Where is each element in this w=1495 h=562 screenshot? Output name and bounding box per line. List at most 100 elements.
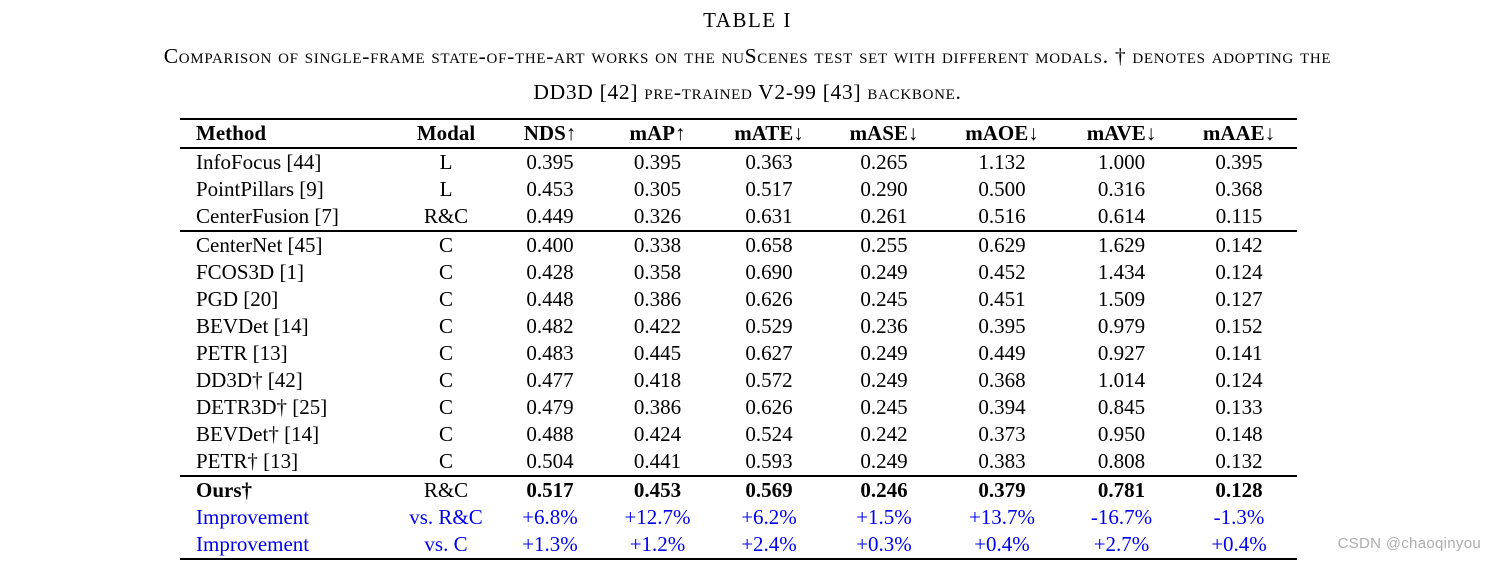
method-cell: CenterNet [45]: [180, 230, 395, 259]
value-cell: 0.448: [526, 287, 574, 311]
method-cell: InfoFocus [44]: [196, 150, 322, 174]
value-cell: 0.449: [526, 204, 574, 228]
value-cell: 0.631: [745, 204, 793, 228]
value-cell: 0.477: [526, 368, 574, 392]
method-cell: Ours†: [180, 475, 395, 504]
table-row: Improvement vs. R&C +6.8% +12.7% +6.2% +1.5% +…: [180, 504, 1297, 531]
value-cell: 0.124: [1215, 368, 1263, 392]
value-cell: 0.242: [860, 422, 908, 446]
value-cell: 0.124: [1215, 260, 1263, 284]
value-cell: 0.479: [526, 395, 574, 419]
header-row: Method Modal NDS↑ mAP↑ mATE↓ mASE↓ mAOE↓ mAVE↓ m…: [180, 119, 1297, 149]
value-cell: 0.395: [1215, 150, 1263, 174]
value-cell: 0.379: [942, 475, 1062, 504]
value-cell: L: [439, 150, 453, 174]
value-cell: 0.249: [860, 449, 908, 473]
table-label: TABLE I: [703, 8, 792, 32]
table-row: CenterFusion [7] R&C 0.449 0.326 0.631 0.261 0…: [180, 203, 1297, 231]
value-cell: C: [438, 368, 453, 392]
value-cell: 0.127: [1215, 287, 1263, 311]
table-group: CenterNet [45] C 0.400 0.338 0.658 0.255 0.629…: [180, 230, 1297, 476]
value-cell: 0.445: [633, 341, 682, 365]
value-cell: 0.517: [745, 177, 793, 201]
table-row: BEVDet† [14] C 0.488 0.424 0.524 0.242 0.373 0.…: [180, 421, 1297, 448]
method-cell: PETR† [13]: [196, 449, 299, 473]
value-cell: R&C: [395, 475, 497, 504]
column-header: mAP↑: [603, 119, 712, 149]
method-cell: PGD [20]: [196, 287, 279, 311]
value-cell: 0.128: [1181, 475, 1297, 504]
value-cell: 0.316: [1097, 177, 1146, 201]
method-cell: DD3D† [42]: [196, 368, 303, 392]
value-cell: 0.418: [633, 368, 682, 392]
value-cell: +12.7%: [624, 505, 691, 529]
value-cell: +2.4%: [741, 532, 797, 556]
value-cell: 0.132: [1215, 449, 1263, 473]
value-cell: 1.434: [1097, 260, 1146, 284]
column-header: mATE↓: [712, 119, 826, 149]
value-cell: 0.363: [745, 150, 793, 174]
value-cell: 0.593: [745, 449, 793, 473]
value-cell: C: [395, 230, 497, 259]
value-cell: 0.979: [1097, 314, 1146, 338]
value-cell: +2.7%: [1093, 532, 1150, 556]
value-cell: 1.014: [1097, 368, 1146, 392]
value-cell: 0.808: [1097, 449, 1146, 473]
value-cell: 1.132: [978, 150, 1026, 174]
value-cell: +0.3%: [856, 532, 912, 556]
value-cell: 0.524: [745, 422, 793, 446]
value-cell: 0.529: [745, 314, 793, 338]
value-cell: 0.368: [1215, 177, 1263, 201]
method-cell: PETR [13]: [196, 341, 288, 365]
value-cell: 0.236: [860, 314, 908, 338]
value-cell: 0.265: [860, 150, 908, 174]
caption-line-2: DD3D [42] pre-trained V2-99 [43] backbon…: [533, 80, 962, 104]
value-cell: 0.148: [1215, 422, 1263, 446]
table-row: PointPillars [9] L 0.453 0.305 0.517 0.290 0.5…: [180, 176, 1297, 203]
value-cell: 0.658: [712, 230, 826, 259]
value-cell: 0.368: [978, 368, 1026, 392]
value-cell: 0.453: [603, 475, 712, 504]
value-cell: 0.373: [978, 422, 1026, 446]
value-cell: 0.305: [633, 177, 682, 201]
method-cell: FCOS3D [1]: [196, 260, 304, 284]
value-cell: 0.627: [745, 341, 793, 365]
table-row: DD3D† [42] C 0.477 0.418 0.572 0.249 0.368 1.01…: [180, 367, 1297, 394]
value-cell: 0.569: [712, 475, 826, 504]
value-cell: +1.5%: [856, 505, 912, 529]
column-header: mASE↓: [826, 119, 942, 149]
value-cell: vs. R&C: [409, 505, 483, 529]
value-cell: 0.422: [633, 314, 682, 338]
value-cell: 0.629: [942, 230, 1062, 259]
value-cell: 0.690: [745, 260, 793, 284]
table-row: FCOS3D [1] C 0.428 0.358 0.690 0.249 0.452 1.43…: [180, 259, 1297, 286]
value-cell: 0.483: [526, 341, 574, 365]
value-cell: 0.326: [633, 204, 682, 228]
value-cell: 0.245: [860, 287, 908, 311]
method-cell: PointPillars [9]: [196, 177, 324, 201]
value-cell: 0.249: [860, 341, 908, 365]
table-row: InfoFocus [44] L 0.395 0.395 0.363 0.265 1.132…: [180, 148, 1297, 176]
method-cell: DETR3D† [25]: [196, 395, 328, 419]
value-cell: 1.509: [1097, 287, 1146, 311]
value-cell: 0.517: [497, 475, 603, 504]
value-cell: 0.572: [745, 368, 793, 392]
table-header: Method Modal NDS↑ mAP↑ mATE↓ mASE↓ mAOE↓ mAVE↓ m…: [180, 119, 1297, 149]
column-header: Method: [180, 119, 395, 149]
value-cell: 0.845: [1097, 395, 1146, 419]
value-cell: 1.629: [1062, 230, 1181, 259]
value-cell: +6.2%: [741, 505, 797, 529]
caption-line-1: Comparison of single-frame state-of-the-…: [163, 44, 1332, 68]
value-cell: 0.386: [633, 287, 682, 311]
column-header: mAVE↓: [1062, 119, 1181, 149]
method-cell: CenterFusion [7]: [196, 204, 339, 228]
value-cell: 0.290: [860, 177, 908, 201]
value-cell: 0.950: [1097, 422, 1146, 446]
value-cell: 0.449: [978, 341, 1026, 365]
table-row: DETR3D† [25] C 0.479 0.386 0.626 0.245 0.394 0.…: [180, 394, 1297, 421]
value-cell: 0.152: [1215, 314, 1263, 338]
value-cell: C: [438, 314, 453, 338]
value-cell: 0.245: [860, 395, 908, 419]
value-cell: 1.000: [1097, 150, 1146, 174]
value-cell: 0.488: [526, 422, 574, 446]
